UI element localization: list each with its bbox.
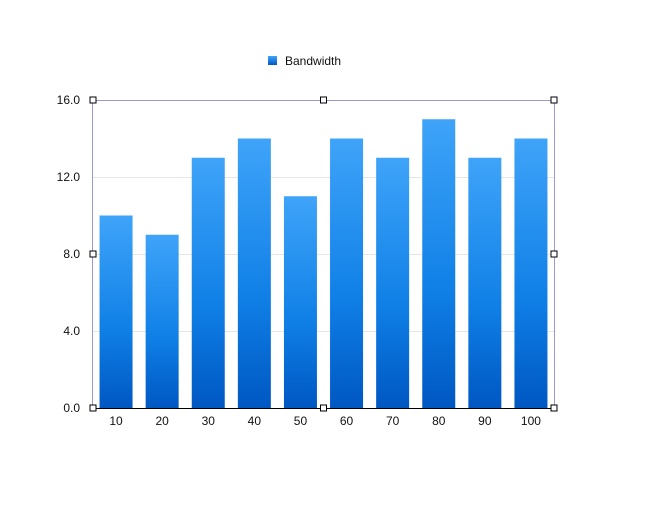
selection-handle-top-middle[interactable] xyxy=(320,96,327,104)
y-axis-ticks: 0.0 4.0 8.0 12.0 16.0 xyxy=(57,93,81,415)
x-tick-label: 100 xyxy=(521,414,541,428)
selection-handle-middle-right[interactable] xyxy=(550,250,558,258)
selection-handles[interactable] xyxy=(89,96,558,412)
x-tick-label: 80 xyxy=(432,414,446,428)
y-tick-label: 8.0 xyxy=(63,247,80,261)
x-axis-ticks: 10 20 30 40 50 60 70 80 90 100 xyxy=(109,414,541,428)
y-tick-label: 0.0 xyxy=(63,401,80,415)
legend[interactable]: Bandwidth xyxy=(268,54,341,68)
x-tick-label: 40 xyxy=(248,414,262,428)
x-tick-label: 50 xyxy=(294,414,308,428)
bar-20[interactable] xyxy=(145,234,179,408)
x-tick-label: 60 xyxy=(340,414,354,428)
bar-50[interactable] xyxy=(283,196,317,408)
y-tick-label: 12.0 xyxy=(57,170,81,184)
bar-80[interactable] xyxy=(422,119,456,408)
bar-30[interactable] xyxy=(191,157,225,408)
bar-70[interactable] xyxy=(376,157,410,408)
selection-handle-bottom-left[interactable] xyxy=(89,404,97,412)
y-tick-label: 4.0 xyxy=(63,324,80,338)
bars xyxy=(99,119,548,409)
selection-handle-bottom-middle[interactable] xyxy=(320,404,327,412)
legend-label-bandwidth: Bandwidth xyxy=(285,54,341,68)
x-tick-label: 20 xyxy=(155,414,169,428)
selection-handle-top-right[interactable] xyxy=(550,96,558,104)
bar-100[interactable] xyxy=(514,138,548,409)
bar-40[interactable] xyxy=(237,138,271,409)
legend-swatch-bandwidth xyxy=(268,56,277,65)
selection-handle-top-left[interactable] xyxy=(89,96,97,104)
bar-60[interactable] xyxy=(330,138,364,409)
x-tick-label: 70 xyxy=(386,414,400,428)
bar-90[interactable] xyxy=(468,157,502,408)
selection-handle-bottom-right[interactable] xyxy=(550,404,558,412)
x-tick-label: 30 xyxy=(202,414,216,428)
y-tick-label: 16.0 xyxy=(57,93,81,107)
selection-handle-middle-left[interactable] xyxy=(89,250,97,258)
x-tick-label: 10 xyxy=(109,414,123,428)
bar-10[interactable] xyxy=(99,215,133,409)
x-tick-label: 90 xyxy=(478,414,492,428)
